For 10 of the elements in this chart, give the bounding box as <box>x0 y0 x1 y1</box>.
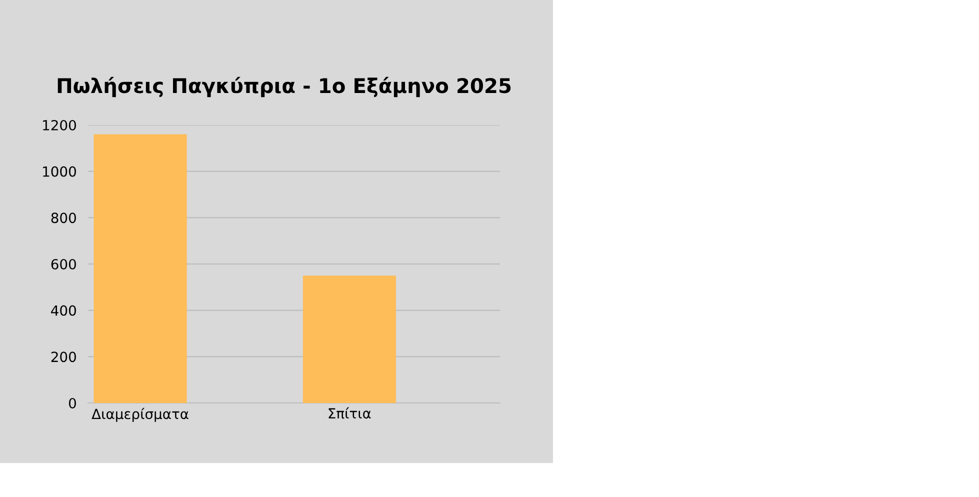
y-tick-label: 800 <box>51 212 76 224</box>
y-tick-label: 200 <box>51 352 76 362</box>
y-tick-label: 1200 <box>43 120 76 130</box>
y-tick-label: 600 <box>51 258 76 270</box>
x-tick-label: Διαμερίσματα <box>92 408 188 422</box>
y-tick-label: 400 <box>51 305 76 316</box>
y-tick-label: 0 <box>68 398 76 408</box>
chart-title: Πωλήσεις Παγκύπρια - 1ο Εξάμηνο 2025 <box>58 76 511 98</box>
y-tick-label: 1000 <box>43 166 76 177</box>
x-tick-label: Σπίτια <box>328 407 371 419</box>
